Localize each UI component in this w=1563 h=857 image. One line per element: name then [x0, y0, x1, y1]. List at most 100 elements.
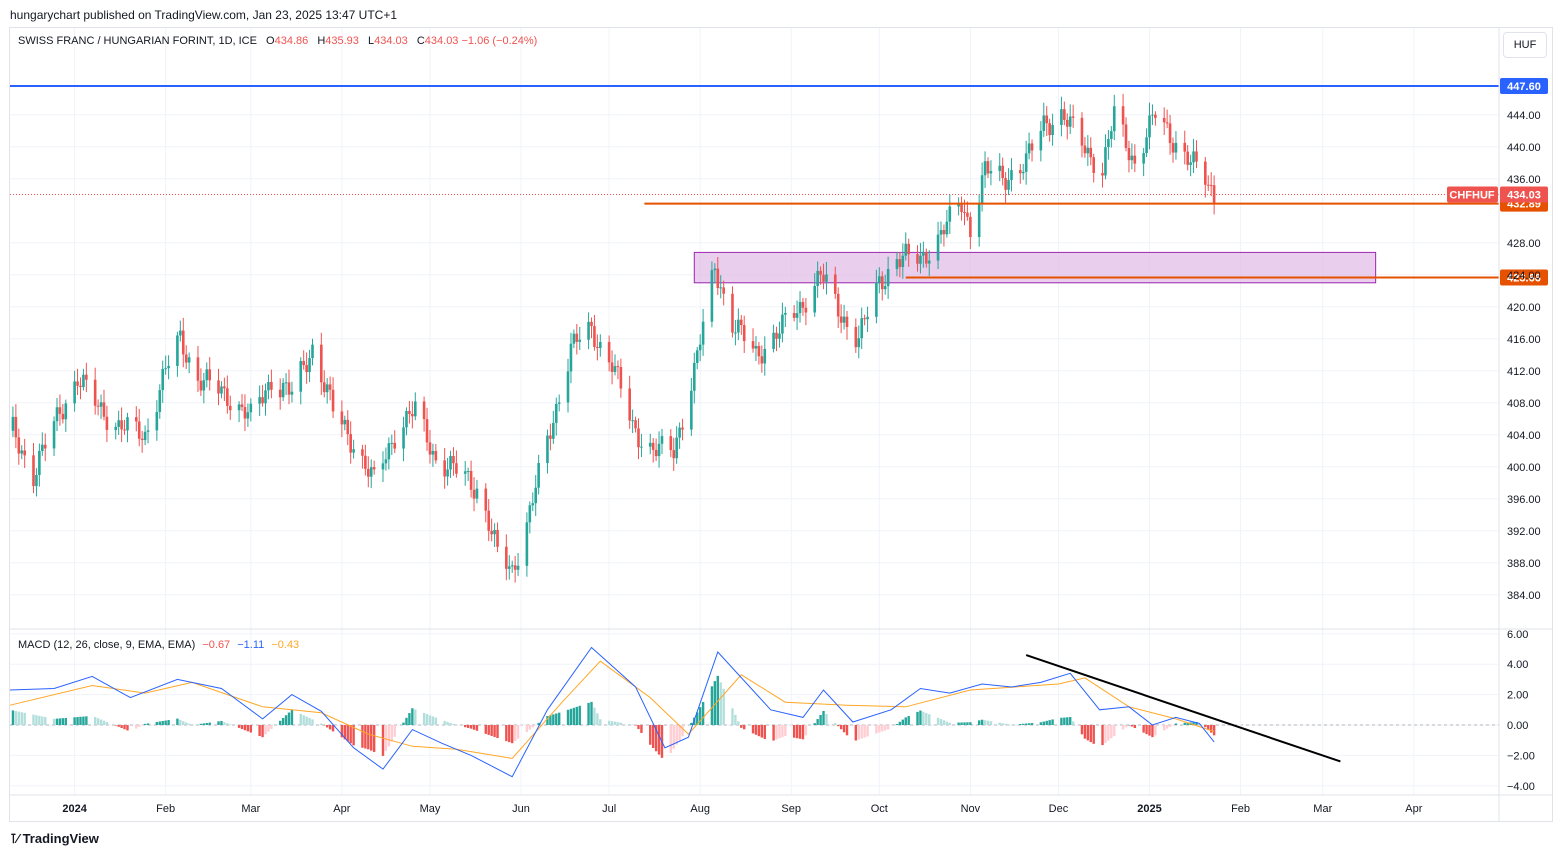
macd-histogram-bar	[464, 725, 467, 728]
candle-body	[534, 487, 538, 504]
candle-body	[572, 333, 576, 344]
macd-histogram-bar	[886, 725, 890, 730]
candle-body	[648, 442, 652, 447]
currency-unit-button[interactable]: HUF	[1503, 32, 1547, 58]
macd-histogram-bar	[819, 715, 822, 725]
candle-body	[1024, 153, 1028, 172]
macd-histogram-bar	[731, 708, 734, 725]
candle-body	[146, 430, 150, 432]
candle-body	[825, 274, 828, 282]
symbol-legend[interactable]: SWISS FRANC / HUNGARIAN FORINT, 1D, ICE …	[18, 35, 537, 47]
candle-body	[1165, 122, 1169, 124]
candle-body	[217, 380, 220, 394]
macd-legend[interactable]: MACD (12, 26, close, 9, EMA, EMA) −0.67 …	[18, 639, 299, 651]
macd-histogram-bar	[804, 725, 808, 736]
macd-histogram-bar	[370, 725, 373, 751]
macd-histogram-bar	[528, 725, 532, 730]
candle-body	[792, 313, 796, 318]
candle-body	[261, 397, 264, 404]
time-tick-label: Jul	[602, 803, 616, 815]
support-lower-tag	[1500, 269, 1548, 286]
macd-histogram-bar	[249, 725, 253, 733]
high-label: H	[317, 35, 326, 47]
candle-body	[1018, 170, 1022, 174]
macd-histogram-bar	[182, 721, 185, 725]
candle-body	[1209, 184, 1213, 186]
candle-body	[23, 450, 26, 456]
candle-body	[226, 388, 229, 406]
candle-body	[546, 435, 549, 464]
macd-histogram-bar	[822, 710, 825, 725]
change-value: −1.06 (−0.24%)	[461, 35, 538, 47]
candle-body	[557, 402, 561, 404]
candle-body	[772, 332, 775, 349]
macd-histogram-bar	[229, 724, 232, 725]
candle-body	[948, 206, 952, 222]
candle-body	[1145, 137, 1148, 154]
macd-histogram-bar	[1092, 725, 1095, 744]
macd-histogram-bar	[557, 712, 561, 725]
candle-body	[734, 332, 737, 334]
macd-histogram-bar	[146, 723, 150, 725]
macd-histogram-bar	[599, 719, 602, 725]
macd-histogram-bar	[243, 725, 247, 731]
candle-body	[839, 316, 843, 323]
macd-histogram-bar	[223, 722, 226, 725]
macd-histogram-bar	[1004, 723, 1007, 725]
candle-body	[513, 565, 517, 570]
macd-histogram-bar	[85, 716, 88, 725]
close-label: C	[416, 35, 425, 47]
candle-body	[525, 522, 529, 566]
macd-histogram-bar	[813, 723, 816, 725]
macd-histogram-bar	[710, 686, 714, 725]
candle-body	[554, 403, 558, 423]
macd-histogram-bar	[1124, 725, 1128, 728]
candle-body	[228, 405, 232, 411]
candle-body	[452, 455, 455, 464]
macd-histogram-bar	[555, 713, 558, 725]
candle-body	[349, 434, 352, 453]
candle-body	[751, 341, 755, 349]
macd-histogram-bar	[989, 721, 993, 725]
candle-body	[957, 204, 960, 207]
price-tick-label: 384.00	[1507, 590, 1541, 602]
macd-histogram-bar	[575, 706, 579, 725]
candle-body	[1068, 116, 1072, 127]
macd-histogram-bar	[102, 720, 106, 725]
candle-body	[701, 321, 705, 345]
candle-body	[822, 274, 825, 282]
macd-histogram-bar	[1154, 725, 1157, 736]
candle-body	[1004, 178, 1007, 190]
macd-histogram-bar	[258, 725, 261, 737]
candle-body	[566, 371, 570, 403]
macd-histogram-bar	[969, 722, 972, 725]
candle-body	[942, 230, 946, 235]
candle-body	[945, 221, 949, 235]
candle-body	[35, 475, 38, 487]
macd-histogram-bar	[422, 712, 426, 725]
macd-histogram-bar	[1080, 725, 1084, 735]
high-value: 435.93	[325, 35, 359, 47]
candle-body	[179, 330, 182, 336]
candle-body	[781, 314, 784, 334]
candle-body	[505, 546, 508, 569]
macd-histogram-bar	[123, 725, 126, 730]
candle-body	[528, 505, 532, 523]
candle-body	[552, 422, 555, 439]
macd-histogram-bar	[696, 712, 699, 725]
time-tick-label: Apr	[333, 803, 350, 815]
macd-histogram-bar	[384, 725, 388, 752]
candle-body	[898, 259, 902, 268]
macd-histogram-bar	[117, 725, 120, 727]
candle-body	[393, 442, 397, 449]
candle-body	[669, 436, 673, 451]
macd-histogram-bar	[1130, 725, 1134, 727]
candle-body	[32, 455, 35, 487]
tradingview-logo[interactable]: ⊺⁄ TradingView	[10, 831, 99, 847]
macd-histogram-bar	[740, 725, 743, 728]
candle-body	[1039, 130, 1043, 151]
macd-histogram-bar	[73, 717, 76, 725]
candle-body	[55, 407, 59, 422]
macd-histogram-bar	[96, 718, 100, 725]
